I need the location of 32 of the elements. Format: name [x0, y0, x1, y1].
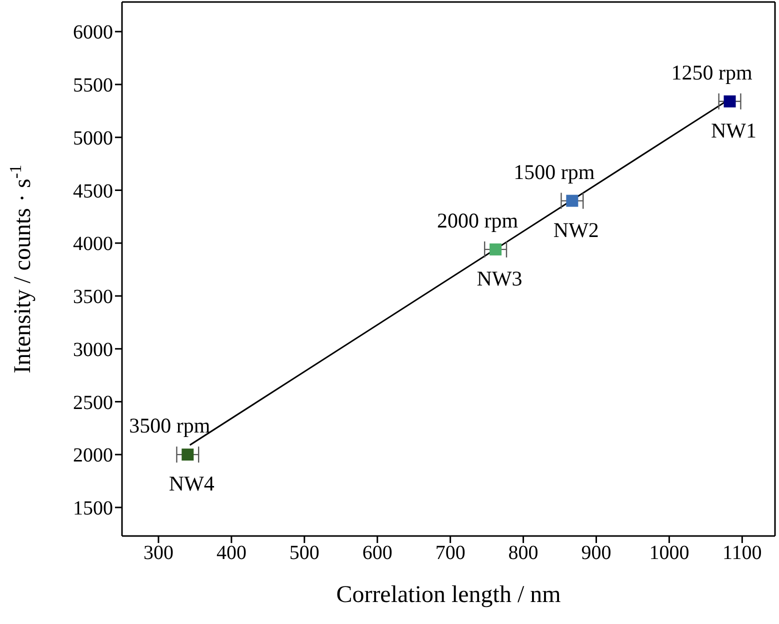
annotation: NW2: [553, 218, 599, 242]
x-tick-label: 400: [216, 542, 246, 564]
y-tick-label: 2500: [73, 392, 113, 414]
x-tick-label: 1100: [722, 542, 762, 564]
y-tick-label: 2000: [73, 444, 113, 467]
x-tick-label: 900: [581, 542, 612, 564]
y-tick-label: 6000: [73, 22, 113, 44]
y-tick-label: 4000: [73, 233, 113, 256]
x-tick-label: 300: [143, 542, 174, 564]
x-tick-label: 600: [362, 542, 392, 564]
y-tick-label: 1500: [73, 498, 113, 520]
y-tick-label: 3500: [73, 286, 113, 308]
x-tick-label: 800: [508, 542, 538, 564]
point: [566, 194, 578, 207]
point: [724, 95, 736, 108]
x-tick-label: 1000: [649, 542, 690, 564]
annotation: 1500 rpm: [514, 160, 595, 184]
annotation: 3500 rpm: [129, 414, 210, 438]
x-tick-label: 700: [435, 542, 466, 564]
annotation: NW1: [711, 118, 757, 142]
y-tick-label: 3000: [73, 338, 113, 361]
x-axis-title: Correlation length / nm: [336, 582, 562, 608]
point: [490, 243, 502, 256]
annotation: NW4: [168, 472, 215, 496]
y-tick-label: 5500: [73, 74, 113, 97]
y-tick-label: 5000: [73, 127, 113, 150]
annotation: 1250 rpm: [671, 60, 752, 84]
y-tick-label: 4500: [73, 180, 113, 202]
x-tick-label: 500: [289, 542, 320, 564]
point: [182, 448, 194, 461]
annotation: 2000 rpm: [437, 208, 518, 232]
annotation: NW3: [476, 266, 522, 290]
